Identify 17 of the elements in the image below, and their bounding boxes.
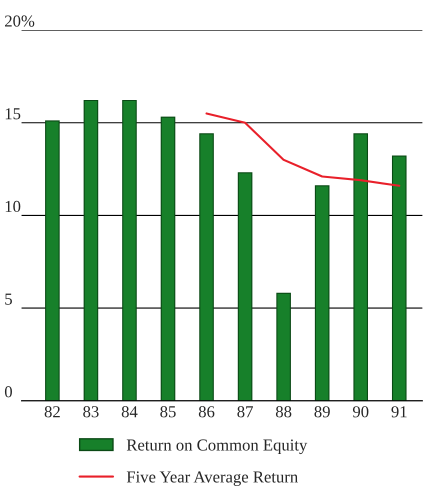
y-tick-label: 5 bbox=[5, 294, 12, 305]
legend-label: Five Year Average Return bbox=[126, 471, 298, 486]
y-tick-label: 20% bbox=[5, 15, 34, 27]
x-tick-label: 84 bbox=[122, 406, 138, 418]
x-tick-label: 91 bbox=[391, 406, 407, 418]
legend-label: Return on Common Equity bbox=[126, 439, 308, 454]
x-tick-label: 88 bbox=[276, 406, 292, 418]
x-tick-label: 90 bbox=[352, 406, 368, 418]
x-tick-label: 83 bbox=[83, 406, 99, 418]
x-tick-label: 86 bbox=[198, 406, 214, 418]
x-tick-label: 87 bbox=[237, 406, 253, 418]
y-tick-label: 15 bbox=[6, 108, 20, 120]
y-tick-label: 0 bbox=[4, 386, 12, 398]
y-tick-label: 10 bbox=[6, 200, 20, 212]
x-tick-label: 82 bbox=[44, 406, 60, 418]
x-tick-label: 85 bbox=[160, 406, 176, 418]
x-tick-label: 89 bbox=[314, 406, 330, 418]
